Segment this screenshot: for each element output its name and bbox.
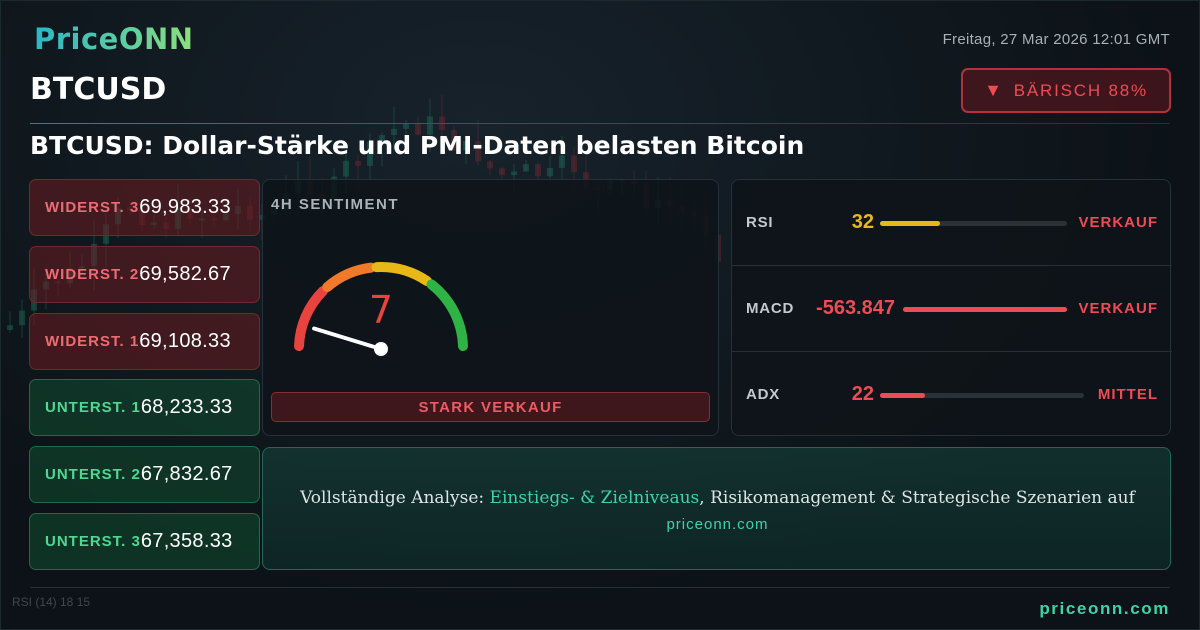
- background-candle-body: [547, 167, 553, 177]
- resistance-level-3: WIDERST. 3 69,983.33: [29, 179, 260, 236]
- gauge-arc-green: [426, 279, 468, 352]
- sentiment-gauge: 7: [294, 262, 468, 356]
- level-label: WIDERST. 3: [45, 199, 140, 216]
- indicator-value: 22: [851, 383, 874, 405]
- background-candle-body: [343, 160, 349, 177]
- background-candle-body: [7, 325, 13, 330]
- background-rsi-label: RSI (14) 18 15: [12, 595, 91, 609]
- indicator-signal: VERKAUF: [1078, 214, 1158, 231]
- sentiment-label: STARK VERKAUF: [271, 392, 710, 422]
- level-value: 69,983.33: [139, 196, 231, 218]
- sentiment-badge: ▼ BÄRISCH 88%: [961, 68, 1171, 113]
- indicator-signal: VERKAUF: [1078, 300, 1158, 317]
- background-candle-body: [511, 171, 517, 176]
- background-candle-body: [415, 123, 421, 135]
- background-candle-body: [463, 140, 469, 151]
- level-value: 67,358.33: [140, 530, 233, 552]
- support-level-2: UNTERST. 2 67,832.67: [29, 446, 260, 503]
- background-candle-body: [19, 310, 25, 326]
- indicator-bar-fill: [880, 393, 925, 398]
- headline: BTCUSD: Dollar-Stärke und PMI-Daten bela…: [30, 131, 805, 160]
- indicator-row-macd: MACD -563.847 VERKAUF: [732, 265, 1172, 350]
- indicator-row-rsi: RSI 32 VERKAUF: [732, 180, 1172, 265]
- gauge-needle: [312, 326, 383, 351]
- indicator-bar-fill: [880, 221, 940, 226]
- level-label: UNTERST. 3: [45, 533, 141, 550]
- triangle-down-icon: ▼: [984, 80, 1004, 100]
- indicator-bar: [880, 393, 1084, 398]
- indicator-value: 32: [851, 211, 874, 233]
- cta-highlight: Einstiegs- & Zielniveaus: [489, 488, 700, 508]
- support-level-1: UNTERST. 1 68,233.33: [29, 379, 260, 436]
- gauge-arc-red: [294, 286, 328, 352]
- level-label: WIDERST. 2: [45, 266, 140, 283]
- indicator-value: -563.847: [816, 297, 895, 319]
- brand-logo[interactable]: PriceONN: [34, 22, 194, 56]
- sentiment-score: 7: [369, 288, 393, 332]
- symbol-title: BTCUSD: [30, 72, 167, 107]
- indicator-bar-fill: [903, 307, 1067, 312]
- background-candle-body: [559, 155, 565, 168]
- level-label: UNTERST. 1: [45, 399, 141, 416]
- background-candle-body: [451, 130, 457, 151]
- gauge-arc-yellow: [371, 262, 432, 286]
- background-candle-body: [499, 168, 505, 176]
- background-candle-body: [391, 128, 397, 136]
- cta-prefix: Vollständige Analyse:: [300, 488, 490, 508]
- support-level-3: UNTERST. 3 67,358.33: [29, 513, 260, 570]
- footer-link[interactable]: priceonn.com: [1039, 599, 1170, 618]
- indicator-bar: [880, 221, 1067, 226]
- indicators-panel: RSI 32 VERKAUF MACD -563.847 VERKAUF ADX…: [731, 179, 1172, 436]
- background-candle-body: [355, 160, 361, 166]
- background-candle-body: [379, 135, 385, 142]
- level-label: WIDERST. 1: [45, 333, 140, 350]
- background-candle-body: [403, 123, 409, 129]
- background-candle-body: [487, 161, 493, 169]
- indicator-name: ADX: [746, 386, 781, 403]
- header-divider: [30, 123, 1170, 124]
- cta-text: Vollständige Analyse: Einstiegs- & Zieln…: [263, 488, 1172, 508]
- level-label: UNTERST. 2: [45, 466, 141, 483]
- background-candle-body: [427, 116, 433, 135]
- indicator-row-adx: ADX 22 MITTEL: [732, 351, 1172, 436]
- indicator-bar: [903, 307, 1067, 312]
- level-value: 69,582.67: [139, 263, 231, 285]
- footer-divider: [30, 587, 1170, 588]
- background-candle-body: [571, 155, 577, 173]
- level-value: 69,108.33: [139, 330, 231, 352]
- date-time: Freitag, 27 Mar 2026 12:01 GMT: [942, 31, 1170, 48]
- background-candle-body: [523, 164, 529, 172]
- level-value: 68,233.33: [140, 396, 233, 418]
- level-value: 67,832.67: [140, 463, 233, 485]
- indicator-name: RSI: [746, 214, 774, 231]
- indicator-name: MACD: [746, 300, 795, 317]
- gauge-arc-orange: [322, 262, 376, 293]
- resistance-level-2: WIDERST. 2 69,582.67: [29, 246, 260, 303]
- background-candle-body: [535, 164, 541, 177]
- sentiment-panel: 4H SENTIMENT 7 STARK VERKAUF: [262, 179, 719, 436]
- cta-suffix: , Risikomanagement & Strategische Szenar…: [699, 488, 1135, 508]
- sentiment-badge-label: BÄRISCH 88%: [1013, 80, 1148, 100]
- indicator-signal: MITTEL: [1097, 386, 1158, 403]
- sentiment-title: 4H SENTIMENT: [271, 196, 400, 213]
- background-candle-body: [367, 141, 373, 166]
- cta-link[interactable]: priceonn.com: [666, 516, 769, 533]
- analysis-cta[interactable]: Vollständige Analyse: Einstiegs- & Zieln…: [262, 447, 1171, 570]
- background-candle-body: [475, 140, 481, 162]
- resistance-level-1: WIDERST. 1 69,108.33: [29, 313, 260, 370]
- gauge-needle-pivot: [374, 342, 388, 356]
